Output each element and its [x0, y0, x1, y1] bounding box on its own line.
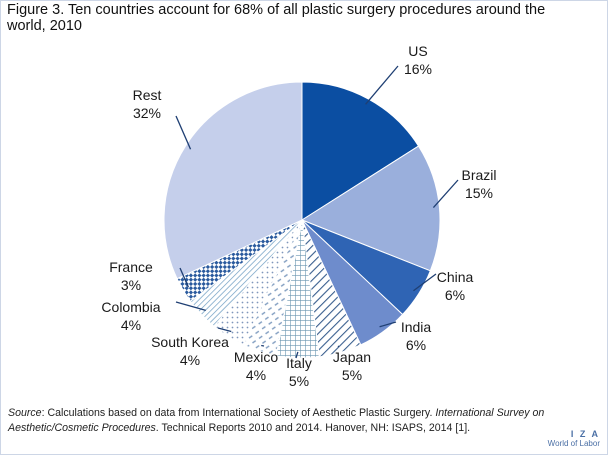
leader-line-france [179, 267, 189, 288]
slice-label-italy: Italy [286, 355, 312, 371]
slice-value-mexico: 4% [246, 367, 266, 383]
leader-line-india [379, 321, 397, 328]
iza-logo-mark: I Z A [570, 429, 600, 439]
slice-label-india: India [401, 319, 432, 335]
leader-line-italy [295, 351, 299, 359]
slice-label-brazil: Brazil [461, 167, 496, 183]
leader-line-colombia [175, 301, 206, 311]
leader-line-brazil [432, 179, 459, 209]
leader-line-us [365, 65, 399, 105]
slice-value-india: 6% [406, 337, 426, 353]
slice-value-south-korea: 4% [180, 352, 200, 368]
pie-chart: US 16% Brazil 15% China 6% India 6% Japan 5% Italy… [0, 40, 608, 400]
source-prefix: Source [8, 407, 42, 419]
slice-label-colombia: Colombia [101, 299, 160, 315]
pie-chart-svg: US 16% Brazil 15% China 6% India 6% Japan 5% Italy… [101, 43, 496, 389]
pie-slice-rest [163, 81, 303, 280]
slice-label-mexico: Mexico [234, 349, 279, 365]
slice-label-rest: Rest [133, 87, 162, 103]
pie-slice-brazil [300, 145, 441, 272]
source-text-1: : Calculations based on data from Intern… [41, 407, 436, 419]
source-text-2: . Technical Reports 2010 and 2014. Hanov… [155, 422, 471, 434]
slice-value-colombia: 4% [121, 317, 141, 333]
slice-label-france: France [109, 259, 153, 275]
slice-value-italy: 5% [289, 373, 309, 389]
slice-value-brazil: 15% [465, 185, 493, 201]
iza-logo-subtitle: World of Labor [547, 439, 600, 448]
slice-label-japan: Japan [333, 349, 371, 365]
slice-value-rest: 32% [133, 105, 161, 121]
figure-title: Figure 3. Ten countries account for 68% … [7, 2, 546, 34]
slice-value-japan: 5% [342, 367, 362, 383]
pie-slice-us [301, 81, 420, 221]
leader-line-china [413, 273, 437, 292]
leader-line-japan [337, 345, 340, 348]
slice-value-france: 3% [121, 277, 141, 293]
iza-logo: I Z A World of Labor [540, 429, 600, 449]
leader-line-rest [175, 115, 192, 150]
source-italic-title: International Survey on Aesthetic/Cosmet… [8, 407, 545, 434]
slice-label-south-korea: South Korea [151, 334, 229, 350]
slice-value-us: 16% [404, 61, 432, 77]
slice-label-china: China [437, 269, 474, 285]
slice-label-us: US [408, 43, 427, 59]
leader-line-south-korea [217, 327, 232, 333]
source-note: Source: Calculations based on data from … [8, 406, 568, 436]
slice-value-china: 6% [445, 287, 465, 303]
